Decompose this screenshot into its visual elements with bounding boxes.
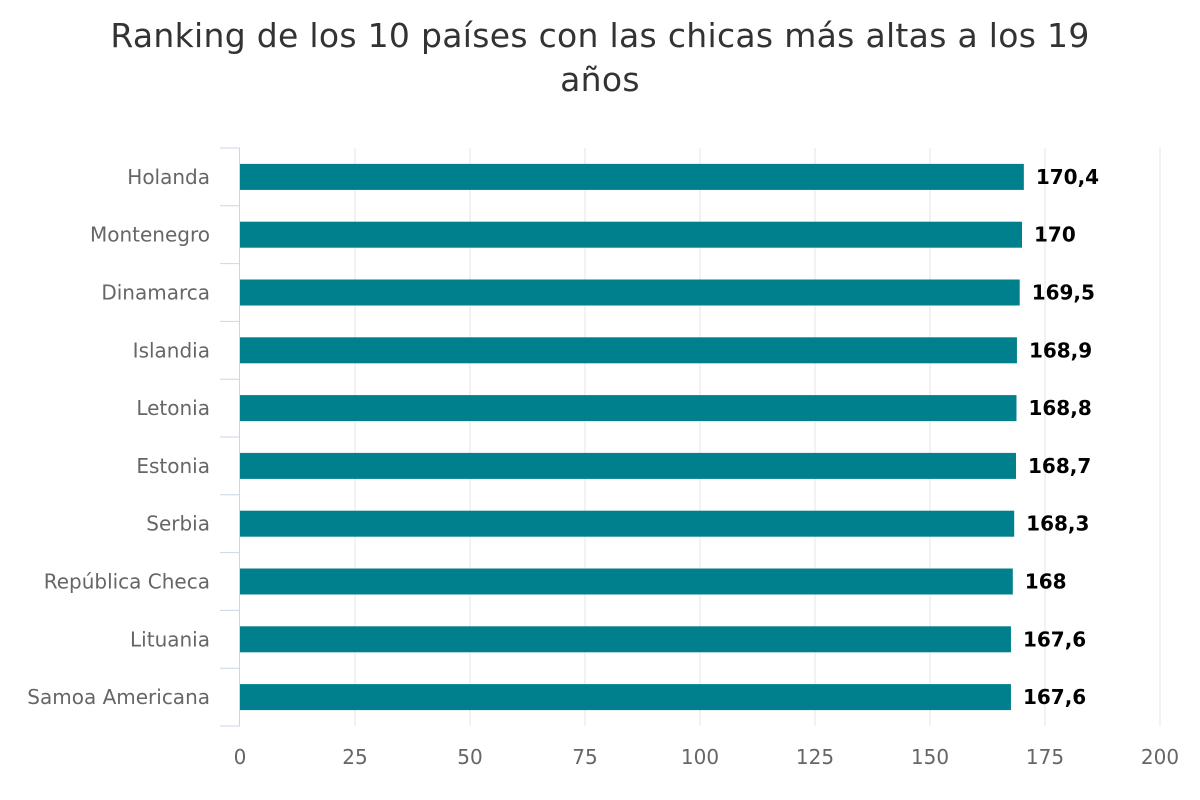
bar (240, 221, 1022, 248)
category-label: Serbia (146, 512, 210, 536)
category-label: Montenegro (90, 223, 210, 247)
data-label: 168,8 (1028, 396, 1091, 420)
value-axis-labels: 0 25 50 75 100 125 150 175 200 (234, 745, 1179, 769)
chart-title: Ranking de los 10 países con las chicas … (0, 14, 1200, 102)
bar (240, 163, 1024, 190)
bar (240, 568, 1013, 595)
data-label: 168,9 (1029, 338, 1092, 362)
value-tick-label: 75 (572, 745, 597, 769)
data-label: 167,6 (1023, 627, 1086, 651)
bar (240, 337, 1017, 364)
value-tick-label: 175 (1026, 745, 1064, 769)
category-axis (220, 147, 240, 727)
category-label: Letonia (136, 396, 210, 420)
category-label: Holanda (127, 165, 210, 189)
data-label: 168 (1025, 570, 1067, 594)
bar (240, 626, 1011, 653)
data-label: 167,6 (1023, 685, 1086, 709)
data-labels: 170,4 170 169,5 168,9 168,8 168,7 168,3 168 167,… (1023, 165, 1099, 709)
bar (240, 684, 1011, 711)
chart-title-text: Ranking de los 10 países con las chicas … (110, 16, 1090, 99)
category-label: Islandia (133, 338, 210, 362)
value-tick-label: 25 (342, 745, 367, 769)
value-tick-label: 0 (234, 745, 247, 769)
value-tick-label: 125 (796, 745, 834, 769)
category-label: Estonia (136, 454, 210, 478)
bar (240, 279, 1020, 306)
category-label: Samoa Americana (27, 685, 210, 709)
category-labels: Holanda Montenegro Dinamarca Islandia Letoni… (27, 165, 210, 709)
data-label: 169,5 (1032, 281, 1095, 305)
data-label: 168,3 (1026, 512, 1089, 536)
value-tick-label: 200 (1141, 745, 1179, 769)
bar (240, 395, 1017, 422)
data-label: 170 (1034, 223, 1076, 247)
bar (240, 452, 1017, 479)
value-tick-label: 100 (681, 745, 719, 769)
data-label: 170,4 (1036, 165, 1099, 189)
category-label: Lituania (130, 627, 210, 651)
data-label: 168,7 (1028, 454, 1091, 478)
category-label: República Checa (44, 570, 210, 594)
category-label: Dinamarca (101, 281, 210, 305)
bar-series (240, 163, 1024, 711)
bar (240, 510, 1015, 537)
value-tick-label: 50 (457, 745, 482, 769)
value-tick-label: 150 (911, 745, 949, 769)
